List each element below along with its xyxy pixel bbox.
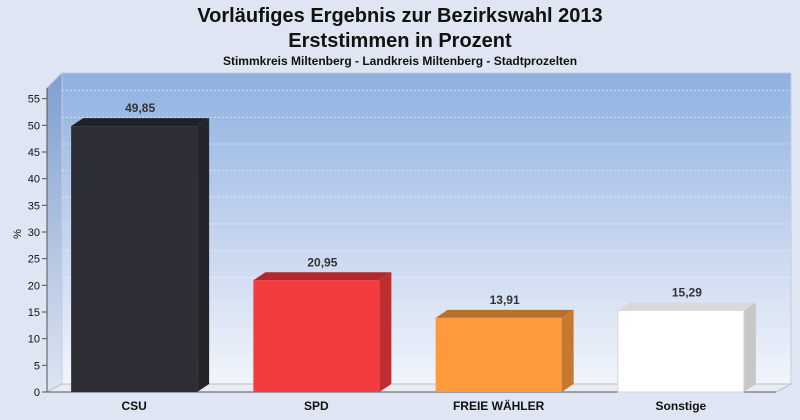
y-axis-label: % <box>12 229 24 239</box>
y-tick-label: 20 <box>28 280 40 292</box>
chart-subtitle-location: Stimmkreis Miltenberg - Landkreis Milten… <box>223 54 577 68</box>
bar <box>71 126 198 392</box>
bar-group: 13,91 FREIE WÄHLER <box>435 293 574 413</box>
bar-side <box>197 118 210 392</box>
y-tick-label: 15 <box>28 307 40 319</box>
chart-subtitle: Erststimmen in Prozent <box>288 30 512 52</box>
y-tick-label: 25 <box>28 254 40 266</box>
bar-value-label: 20,95 <box>307 255 337 269</box>
chart-title: Vorläufiges Ergebnis zur Bezirkswahl 201… <box>197 5 602 27</box>
y-tick-label: 45 <box>28 147 40 159</box>
bar-side <box>743 302 756 392</box>
plot-side-wall <box>46 71 63 393</box>
bar <box>435 317 562 392</box>
bar <box>617 309 745 393</box>
y-tick-label: 30 <box>28 227 40 239</box>
bar-side <box>561 309 574 392</box>
bar-value-label: 15,29 <box>672 285 702 299</box>
bar-value-label: 49,85 <box>125 101 155 115</box>
x-tick-label: FREIE WÄHLER <box>453 398 545 413</box>
bars: 49,85 CSU 20,95 SPD 13,91 FREIE WÄHLER 15,29 So… <box>71 101 756 413</box>
y-tick-label: 10 <box>28 334 40 346</box>
x-tick-label: CSU <box>121 399 146 413</box>
y-tick-label: 0 <box>34 387 40 399</box>
bar-group: 15,29 Sonstige <box>617 285 756 413</box>
bar-group: 49,85 CSU <box>71 101 210 413</box>
y-tick-label: 40 <box>28 174 40 186</box>
bar-top <box>71 118 210 127</box>
y-tick-label: 5 <box>34 360 40 372</box>
bar-top <box>253 272 392 281</box>
bar-top <box>617 302 756 311</box>
x-tick-label: Sonstige <box>656 399 707 413</box>
bar-top <box>435 309 574 318</box>
x-tick-label: SPD <box>304 399 329 413</box>
y-tick-label: 55 <box>28 94 40 106</box>
bar <box>253 280 380 392</box>
bar-side <box>379 272 392 392</box>
y-tick-label: 35 <box>28 200 40 212</box>
bar-group: 20,95 SPD <box>253 255 392 413</box>
bar-value-label: 13,91 <box>490 293 520 307</box>
y-tick-label: 50 <box>28 120 40 132</box>
